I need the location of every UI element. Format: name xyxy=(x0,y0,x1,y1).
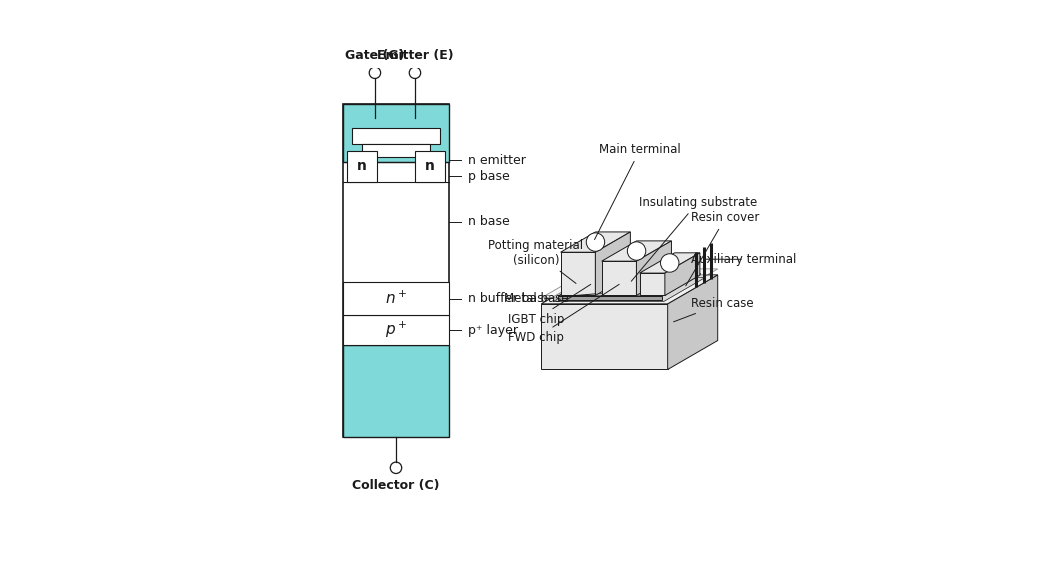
Bar xyxy=(344,104,449,162)
Circle shape xyxy=(586,233,604,251)
Text: n: n xyxy=(425,160,435,173)
Polygon shape xyxy=(665,253,700,295)
Bar xyxy=(352,128,440,144)
Text: Insulating substrate: Insulating substrate xyxy=(632,196,757,281)
Polygon shape xyxy=(596,274,647,291)
Text: n base: n base xyxy=(468,215,510,229)
Text: Metal base: Metal base xyxy=(503,292,596,306)
Bar xyxy=(347,151,377,182)
Text: Emitter (E): Emitter (E) xyxy=(376,49,453,62)
Text: Auxiliary terminal: Auxiliary terminal xyxy=(692,253,797,266)
Polygon shape xyxy=(560,232,631,252)
Polygon shape xyxy=(601,261,637,295)
Polygon shape xyxy=(553,277,705,302)
Bar xyxy=(414,151,446,182)
Polygon shape xyxy=(558,274,701,296)
Text: n: n xyxy=(357,160,367,173)
Polygon shape xyxy=(640,273,665,295)
Polygon shape xyxy=(560,252,595,295)
Text: Resin case: Resin case xyxy=(674,297,754,322)
Text: $n^+$: $n^+$ xyxy=(385,290,407,307)
Text: FWD chip: FWD chip xyxy=(508,284,619,344)
Text: p base: p base xyxy=(468,170,510,182)
Polygon shape xyxy=(563,273,696,294)
Text: Gate (G): Gate (G) xyxy=(345,49,405,62)
Text: Collector (C): Collector (C) xyxy=(352,479,439,492)
Text: n emitter: n emitter xyxy=(468,154,526,167)
Polygon shape xyxy=(541,304,667,369)
Polygon shape xyxy=(558,296,662,300)
Text: Potting material
(silicon): Potting material (silicon) xyxy=(489,239,583,283)
Circle shape xyxy=(627,242,645,260)
Polygon shape xyxy=(541,275,718,304)
Bar xyxy=(344,282,449,315)
Text: Resin cover: Resin cover xyxy=(685,211,760,286)
Text: $p^+$: $p^+$ xyxy=(385,320,407,340)
Bar xyxy=(344,104,449,437)
Text: Main terminal: Main terminal xyxy=(595,143,681,239)
Bar xyxy=(344,315,449,345)
Polygon shape xyxy=(568,274,619,291)
Text: IGBT chip: IGBT chip xyxy=(508,284,591,326)
Polygon shape xyxy=(541,269,718,298)
Polygon shape xyxy=(667,275,718,369)
Text: p⁺ layer: p⁺ layer xyxy=(468,324,517,337)
Bar xyxy=(362,144,430,157)
Polygon shape xyxy=(637,241,672,295)
Bar xyxy=(344,345,449,437)
Polygon shape xyxy=(601,241,672,261)
Polygon shape xyxy=(595,232,631,295)
Polygon shape xyxy=(640,253,700,273)
Text: n buffer base: n buffer base xyxy=(468,292,551,305)
Circle shape xyxy=(660,254,679,272)
